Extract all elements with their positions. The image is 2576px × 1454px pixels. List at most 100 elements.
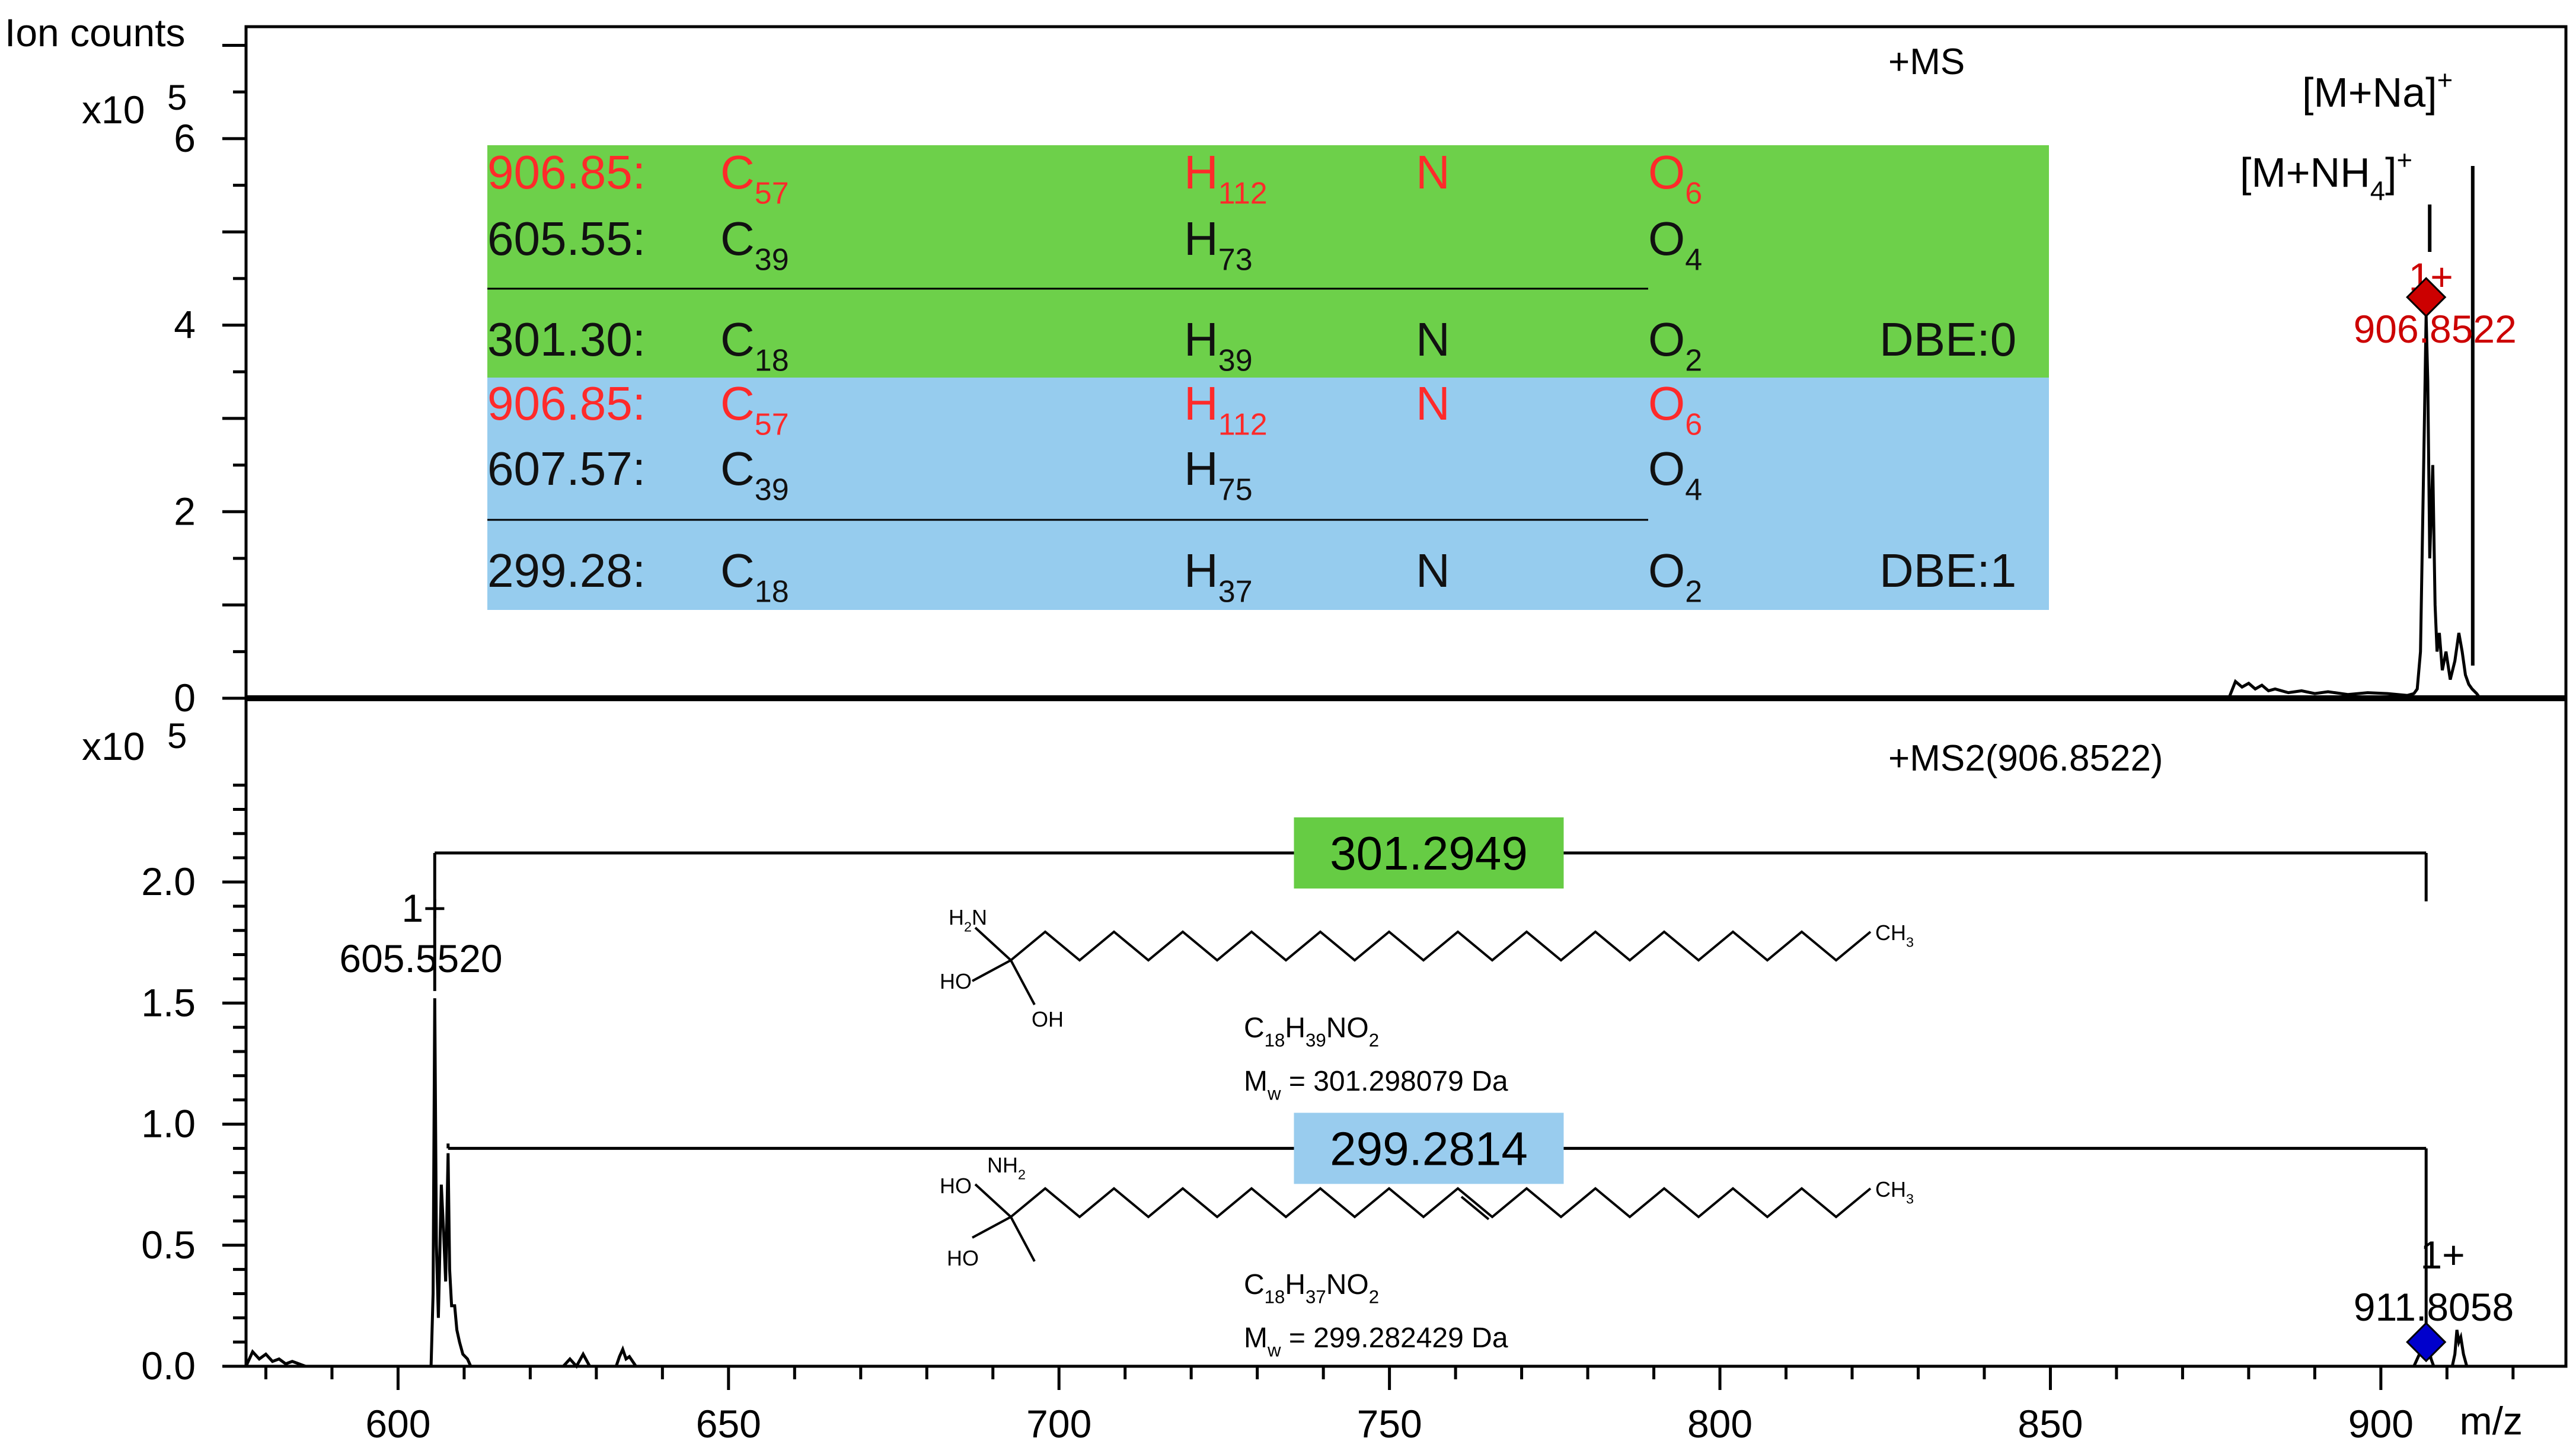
row-carbon: C39	[720, 212, 789, 277]
row-oxygen: O4	[1648, 212, 1702, 277]
bond	[972, 959, 1011, 982]
molecular-formula: C18H37NO2	[1244, 1269, 1379, 1307]
subscript: 2	[1369, 1286, 1379, 1307]
row-oxygen: O4	[1648, 442, 1702, 507]
text-part: M	[1244, 1322, 1268, 1354]
text-part: ]	[2385, 149, 2396, 196]
spectrum-trace	[2227, 315, 2482, 699]
subscript: 37	[1218, 575, 1253, 609]
text-part: H	[1184, 442, 1218, 495]
text-part: C	[720, 544, 755, 597]
blue-band	[487, 378, 2049, 610]
double-bond	[1460, 1196, 1490, 1220]
peak-charge-label: 1+	[401, 886, 446, 930]
row-dbe: DBE:1	[1879, 544, 2016, 597]
row-carbon: C39	[720, 442, 789, 507]
row-oxygen: O2	[1648, 544, 1702, 609]
subscript: 18	[755, 344, 789, 378]
methyl-group: CH3	[1875, 921, 1914, 950]
text-part: C	[1244, 1269, 1265, 1300]
bond	[974, 926, 1012, 961]
subscript: 112	[1218, 177, 1268, 211]
subscript: 3	[1906, 1191, 1914, 1207]
row-dbe: DBE:0	[1879, 313, 2016, 366]
text-part: H	[1184, 313, 1218, 366]
bracket-label-box	[1294, 1113, 1564, 1184]
y-tick-label: 6	[174, 116, 196, 160]
bond	[974, 1183, 1012, 1218]
molecular-formula: C18H39NO2	[1244, 1012, 1379, 1050]
text-part: C	[720, 146, 755, 199]
subscript: 18	[1265, 1286, 1285, 1307]
superscript: +	[2437, 65, 2453, 95]
subscript: 39	[1218, 344, 1253, 378]
bond	[1010, 960, 1036, 1005]
subscript: 75	[1218, 473, 1253, 507]
hydroxyl-group: HO	[940, 969, 972, 993]
text-part: O	[1648, 146, 1685, 199]
molecular-weight: Mw = 299.282429 Da	[1244, 1322, 1508, 1360]
amine-group: NH2	[987, 1153, 1026, 1183]
subscript: 39	[755, 243, 789, 277]
row-mz: 906.85:	[487, 146, 646, 199]
text-part: NH	[987, 1153, 1018, 1177]
row-carbon: C18	[720, 544, 789, 609]
text-part: C	[720, 313, 755, 366]
text-part: C	[720, 212, 755, 265]
text-part: [M+Na]	[2302, 69, 2437, 116]
carbon-chain	[1010, 1187, 1872, 1219]
text-part: H	[1285, 1012, 1305, 1044]
subscript: 2	[1018, 1167, 1026, 1183]
subscript: 2	[1369, 1030, 1379, 1050]
bond	[972, 1216, 1011, 1239]
y-tick-label: 4	[174, 303, 196, 347]
text-part: = 299.282429 Da	[1281, 1322, 1508, 1354]
y-tick-label: 0	[174, 676, 196, 720]
row-hydrogen: H75	[1184, 442, 1253, 507]
text-part: O	[1648, 442, 1685, 495]
panel-title: +MS	[1888, 41, 1965, 82]
row-oxygen: O6	[1648, 377, 1702, 442]
text-part: C	[1244, 1012, 1265, 1044]
subscript: 2	[1685, 344, 1702, 378]
hydroxyl-group: OH	[1032, 1007, 1064, 1031]
row-oxygen: O6	[1648, 146, 1702, 211]
subscript: 73	[1218, 243, 1253, 277]
text-part: C	[720, 377, 755, 430]
text-part: N	[972, 905, 987, 929]
row-nitrogen: N	[1416, 544, 1450, 597]
text-part: H	[1184, 212, 1218, 265]
text-part: C	[720, 442, 755, 495]
superscript: +	[2397, 145, 2413, 175]
text-part: NO	[1326, 1269, 1369, 1300]
peak-charge-label: 1+	[2420, 1233, 2465, 1277]
peak-mz-label: 906.8522	[2354, 307, 2517, 351]
subscript: 2	[964, 919, 972, 935]
subscript: 39	[1305, 1030, 1326, 1050]
subscript: 37	[1305, 1286, 1326, 1307]
panel-title: +MS2(906.8522)	[1888, 738, 2163, 779]
x-tick-label: 700	[1026, 1402, 1091, 1446]
x-tick-label: 850	[2018, 1402, 2083, 1446]
y-tick-label: 1.5	[141, 980, 196, 1024]
text-part: H	[949, 905, 964, 929]
x-tick-label: 650	[696, 1402, 761, 1446]
subscript: 39	[755, 473, 789, 507]
text-part: NO	[1326, 1012, 1369, 1044]
nh4-adduct-label: [M+NH4]+	[2240, 145, 2412, 206]
bracket-label: 301.2949	[1330, 827, 1528, 880]
text-part: O	[1648, 212, 1685, 265]
row-carbon: C57	[720, 146, 789, 211]
peak-mz-label: 605.5520	[339, 937, 502, 980]
bracket-label: 299.2814	[1330, 1122, 1528, 1175]
bond	[1010, 1216, 1036, 1262]
y-multiplier: x10	[82, 724, 145, 768]
row-hydrogen: H73	[1184, 212, 1253, 277]
na-adduct-label: [M+Na]+	[2302, 65, 2453, 116]
row-hydrogen: H37	[1184, 544, 1253, 609]
subscript: 2	[1685, 575, 1702, 609]
row-hydrogen: H39	[1184, 313, 1253, 378]
